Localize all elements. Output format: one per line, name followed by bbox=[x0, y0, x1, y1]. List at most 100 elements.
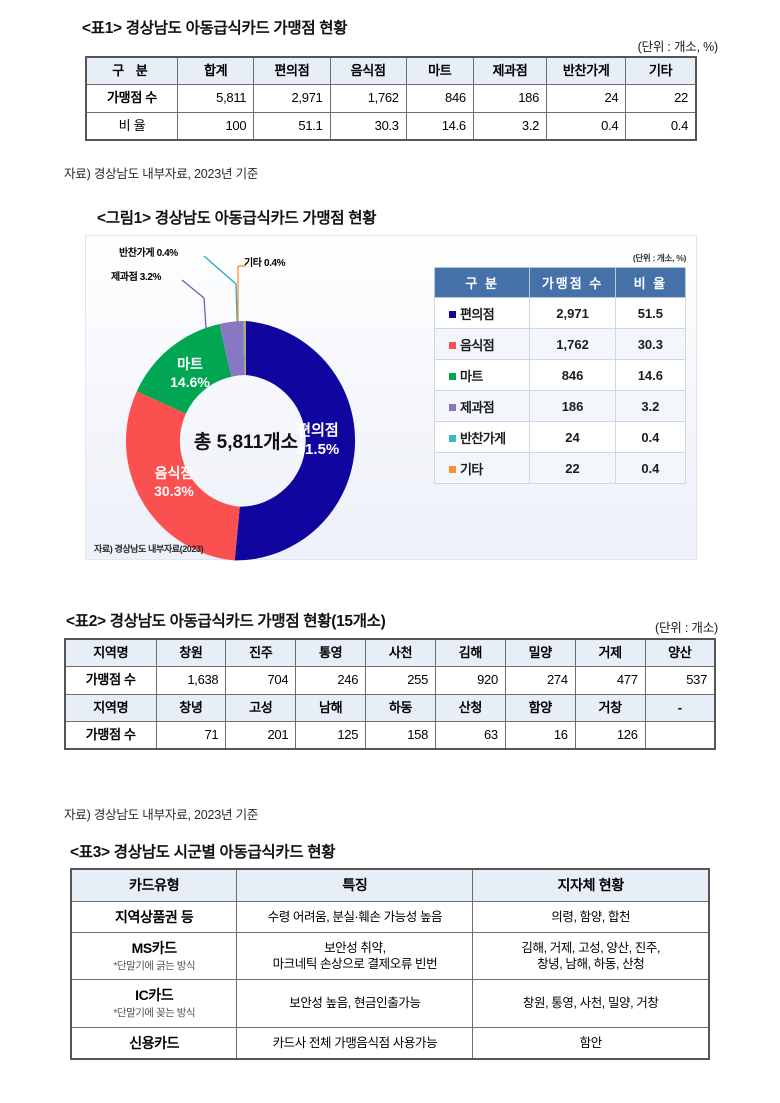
table1-row-label: 가맹점 수 bbox=[85, 84, 178, 113]
legend-name-cell: 제과점 bbox=[433, 390, 531, 422]
table3-regions: 함안 bbox=[472, 1026, 710, 1060]
slice-마트 bbox=[136, 324, 232, 414]
table3-feature: 카드사 전체 가맹음식점 사용가능 bbox=[236, 1026, 474, 1060]
table1-row-label: 비 율 bbox=[85, 111, 178, 141]
figure1-legend-table: 구 분 가맹점 수 비 율 편의점 2,971 51.5 bbox=[433, 267, 687, 484]
figure1-legend-table-container: (단위 : 개소, %) 구 분 가맹점 수 비 율 편의점 2,971 bbox=[433, 252, 687, 484]
table3-card-type: 지역상품권 등 bbox=[70, 900, 238, 934]
slice-음식점 bbox=[125, 391, 240, 561]
table1-cell: 30.3 bbox=[329, 111, 407, 141]
legend-count-cell: 22 bbox=[529, 452, 616, 484]
legend-name-cell: 편의점 bbox=[433, 297, 531, 329]
table2-region-cell: 거창 bbox=[574, 693, 646, 722]
table1-cell: 14.6 bbox=[405, 111, 474, 141]
legend-swatch-icon bbox=[449, 372, 456, 380]
table3-card-type-label: 신용카드 bbox=[129, 1034, 180, 1051]
legend-label: 제과점 bbox=[460, 399, 495, 415]
table2-row-label: 가맹점 수 bbox=[64, 666, 157, 695]
table3-feature: 보안성 취약, 마크네틱 손상으로 결제오류 빈번 bbox=[236, 932, 474, 981]
table2-region-cell: 하동 bbox=[365, 693, 436, 722]
legend-row: 기타 22 0.4 bbox=[433, 452, 687, 484]
table1-cell: 24 bbox=[546, 84, 627, 113]
table1-cell: 1,762 bbox=[329, 84, 407, 113]
table2-count-cell: 16 bbox=[504, 720, 576, 750]
table3-card-type-sublabel: *단말기에 꽂는 방식 bbox=[113, 1007, 196, 1020]
table1-cell: 2,971 bbox=[253, 84, 331, 113]
table2: 지역명 창원 진주 통영 사천 김해 밀양 거제 양산 가맹점 수 1,638 … bbox=[64, 638, 716, 750]
table2-count-cell: 71 bbox=[155, 720, 227, 750]
legend-swatch-icon bbox=[449, 434, 456, 442]
legend-row: 마트 846 14.6 bbox=[433, 359, 687, 391]
legend-label: 마트 bbox=[460, 368, 483, 384]
table2-count-cell: 125 bbox=[295, 720, 367, 750]
table2-count-cell: 63 bbox=[435, 720, 506, 750]
leader-line-banchan bbox=[203, 255, 237, 285]
legend-count-cell: 1,762 bbox=[529, 328, 616, 360]
table2-count-cell: 477 bbox=[574, 666, 646, 695]
slice-label-마트-value: 14.6% bbox=[170, 374, 210, 390]
legend-header-cell: 구 분 bbox=[433, 267, 531, 298]
legend-count-cell: 186 bbox=[529, 390, 616, 422]
table2-count-cell: 920 bbox=[435, 666, 506, 695]
slice-label-편의점-value: 51.5% bbox=[297, 441, 340, 458]
table1-cell: 0.4 bbox=[625, 111, 697, 141]
table3-header-cell: 특징 bbox=[236, 868, 474, 902]
legend-swatch-icon bbox=[449, 341, 456, 349]
legend-name-cell: 마트 bbox=[433, 359, 531, 391]
legend-name-cell: 반찬가게 bbox=[433, 421, 531, 453]
figure1-container: 총 5,811개소 편의점 51.5% 음식점 30.3% 마트 14.6% 반… bbox=[85, 235, 697, 561]
legend-header-row: 구 분 가맹점 수 비 율 bbox=[433, 267, 687, 298]
legend-ratio-cell: 51.5 bbox=[614, 297, 687, 329]
slice-label-편의점-name: 편의점 bbox=[297, 421, 338, 439]
table1-container: 구 분 합계 편의점 음식점 마트 제과점 반찬가게 기타 가맹점 수 5,81… bbox=[85, 56, 697, 141]
table3-title: <표3> 경상남도 시군별 아동급식카드 현황 bbox=[70, 844, 336, 861]
table1-cell: 3.2 bbox=[472, 111, 548, 141]
table3-card-type-sublabel: *단말기에 긁는 방식 bbox=[113, 960, 196, 973]
table2-source-note: 자료) 경상남도 내부자료, 2023년 기준 bbox=[64, 808, 259, 822]
table1-cell: 5,811 bbox=[176, 84, 255, 113]
table2-region-row: 지역명 창원 진주 통영 사천 김해 밀양 거제 양산 bbox=[64, 638, 716, 668]
donut-leader-label-banchangage: 반찬가게 0.4% bbox=[119, 248, 178, 259]
donut-leader-label-gita: 기타 0.4% bbox=[244, 258, 286, 269]
table3-header-row: 카드유형 특징 지자체 현황 bbox=[70, 868, 710, 902]
legend-row: 반찬가게 24 0.4 bbox=[433, 421, 687, 453]
table2-count-row: 가맹점 수 71 201 125 158 63 16 126 bbox=[64, 720, 716, 750]
table1-cell: 0.4 bbox=[546, 111, 627, 141]
legend-ratio-cell: 0.4 bbox=[614, 452, 687, 484]
legend-swatch-icon bbox=[449, 310, 456, 318]
table1-header-cell: 구 분 bbox=[85, 56, 178, 86]
table2-region-cell: 진주 bbox=[225, 638, 297, 668]
table2-count-cell: 274 bbox=[504, 666, 576, 695]
table3-regions: 의령, 함양, 합천 bbox=[472, 900, 710, 934]
legend-label: 기타 bbox=[460, 461, 483, 477]
table3-feature: 보안성 높음, 현금인출가능 bbox=[236, 979, 474, 1028]
figure1-unit-note: (단위 : 개소, %) bbox=[632, 253, 686, 263]
table1-cell: 51.1 bbox=[253, 111, 331, 141]
legend-label: 음식점 bbox=[460, 337, 495, 353]
table2-title: <표2> 경상남도 아동급식카드 가맹점 현황(15개소) bbox=[66, 613, 386, 630]
table3-row: 지역상품권 등 수령 어려움, 분실·훼손 가능성 높음 의령, 함양, 합천 bbox=[70, 900, 710, 934]
table1-cell: 100 bbox=[176, 111, 255, 141]
table2-count-cell: 158 bbox=[365, 720, 436, 750]
legend-name-cell: 기타 bbox=[433, 452, 531, 484]
table2-region-cell: 양산 bbox=[644, 638, 716, 668]
table1-source-note: 자료) 경상남도 내부자료, 2023년 기준 bbox=[64, 167, 259, 181]
legend-row: 편의점 2,971 51.5 bbox=[433, 297, 687, 329]
table1-header-cell: 제과점 bbox=[472, 56, 548, 86]
table3-row: MS카드 *단말기에 긁는 방식 보안성 취약, 마크네틱 손상으로 결제오류 … bbox=[70, 932, 710, 981]
table3-header-cell: 카드유형 bbox=[70, 868, 238, 902]
table1-row: 가맹점 수 5,811 2,971 1,762 846 186 24 22 bbox=[85, 84, 697, 113]
donut-leader-label-jegwajeom: 제과점 3.2% bbox=[111, 272, 161, 283]
table2-region-cell: 김해 bbox=[435, 638, 506, 668]
table2-count-cell: 537 bbox=[644, 666, 716, 695]
table2-count-row: 가맹점 수 1,638 704 246 255 920 274 477 537 bbox=[64, 666, 716, 695]
figure1-title: <그림1> 경상남도 아동급식카드 가맹점 현황 bbox=[97, 210, 377, 227]
slice-label-음식점-name: 음식점 bbox=[155, 465, 194, 481]
leader-line-jegwa-2 bbox=[203, 297, 207, 329]
slice-편의점 bbox=[234, 321, 356, 561]
legend-ratio-cell: 14.6 bbox=[614, 359, 687, 391]
table3-regions: 창원, 통영, 사천, 밀양, 거창 bbox=[472, 979, 710, 1028]
table2-count-cell: 255 bbox=[365, 666, 436, 695]
slice-기타 bbox=[244, 320, 246, 375]
